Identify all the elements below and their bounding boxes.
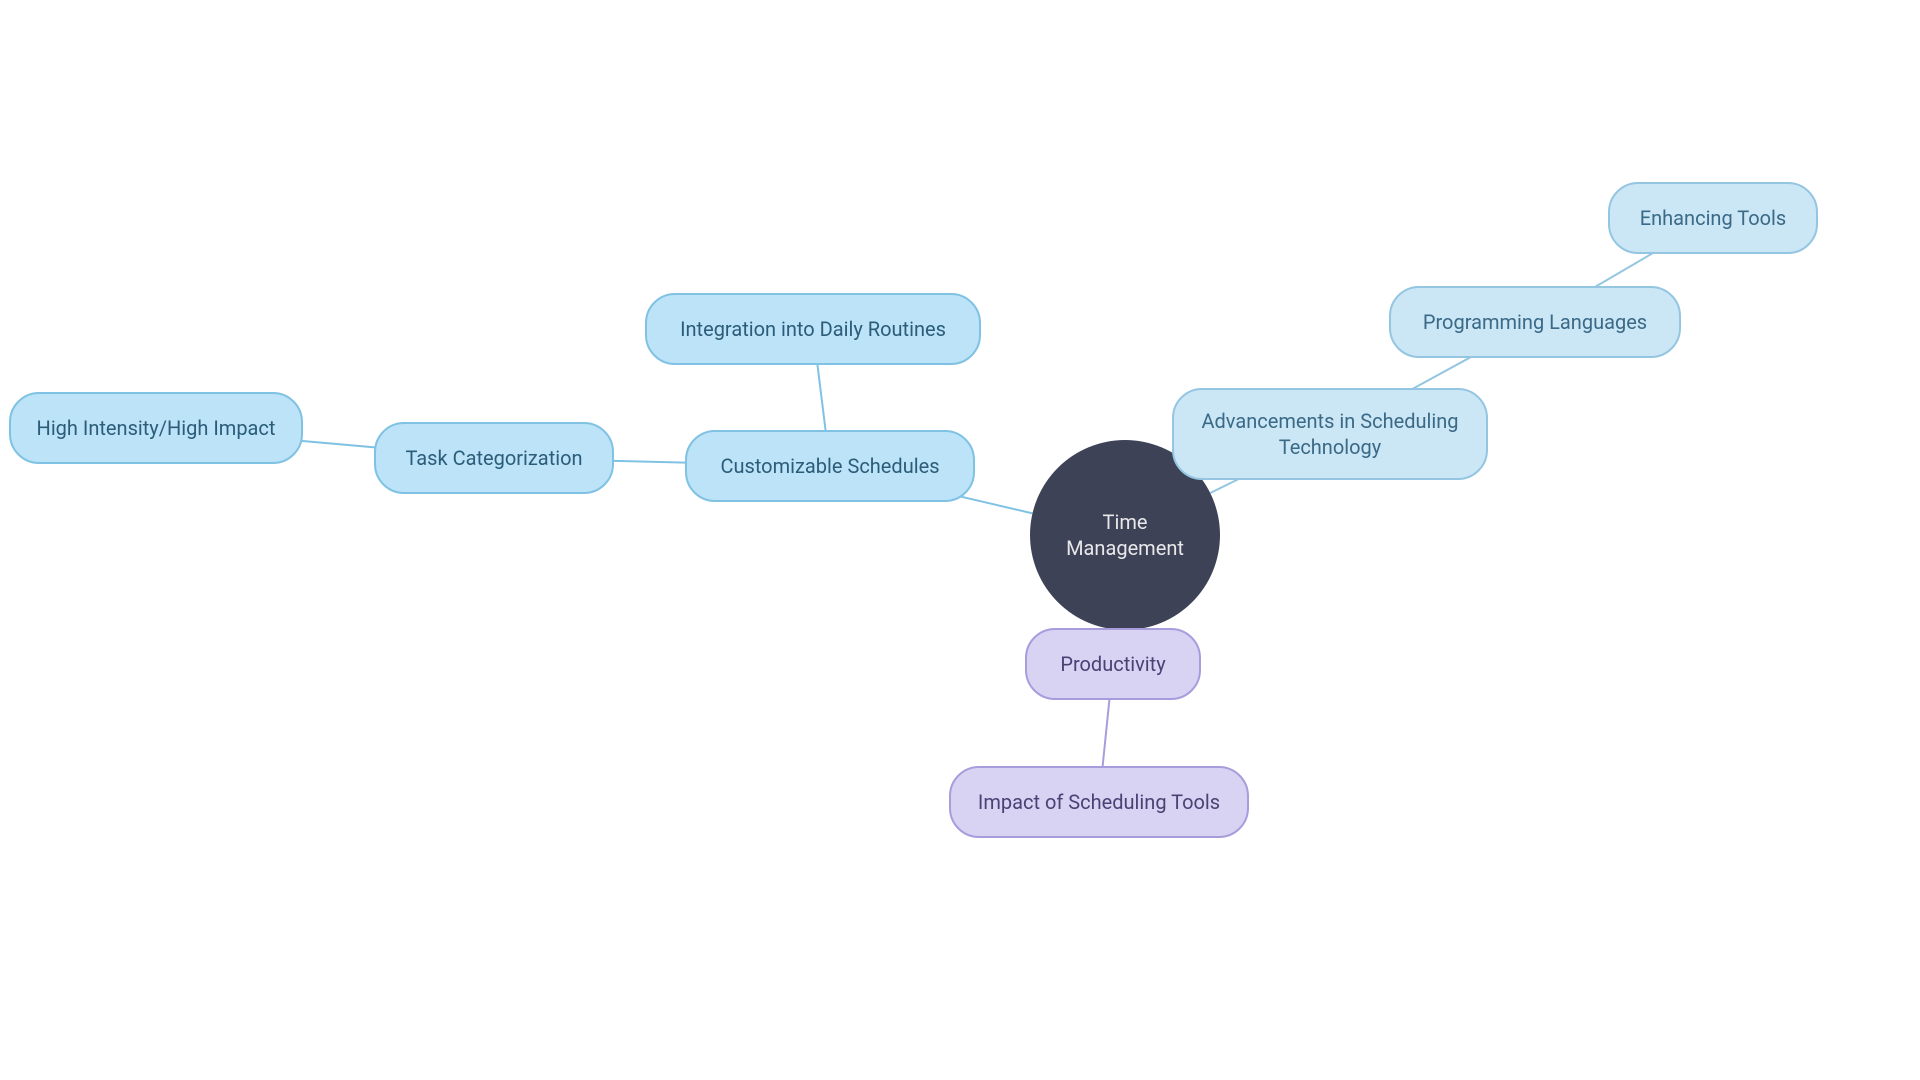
node-task-categorization[interactable]: Task Categorization [374,422,614,494]
node-impact[interactable]: Impact of Scheduling Tools [949,766,1249,838]
node-programming[interactable]: Programming Languages [1389,286,1681,358]
node-productivity[interactable]: Productivity [1025,628,1201,700]
node-enhancing[interactable]: Enhancing Tools [1608,182,1818,254]
node-high-intensity[interactable]: High Intensity/High Impact [9,392,303,464]
edges-layer [0,0,1920,1080]
node-advancements[interactable]: Advancements in Scheduling Technology [1172,388,1488,480]
node-custom-schedules[interactable]: Customizable Schedules [685,430,975,502]
node-integration[interactable]: Integration into Daily Routines [645,293,981,365]
